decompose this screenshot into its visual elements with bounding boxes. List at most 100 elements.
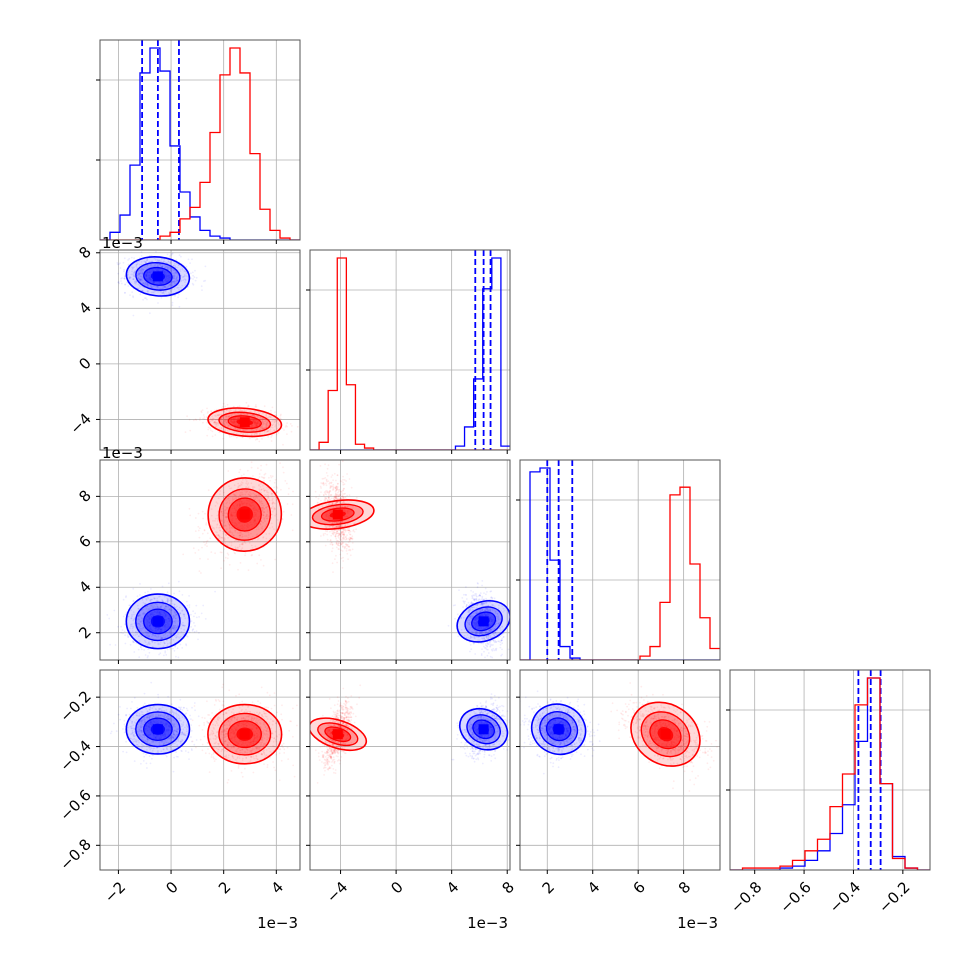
blue-sample-point	[122, 615, 125, 618]
blue-sample-point	[133, 280, 136, 283]
blue-sample-point	[147, 609, 150, 612]
red-sample-point	[213, 414, 216, 417]
red-sample-point	[330, 497, 333, 500]
red-sample-point	[215, 423, 218, 426]
blue-sample-point	[124, 292, 126, 294]
red-sample-point	[279, 462, 281, 464]
blue-sample-point	[158, 260, 161, 262]
blue-sample-point	[160, 291, 163, 293]
panel-2-0	[100, 453, 300, 660]
blue-sample-point	[175, 277, 178, 279]
blue-sample-point	[133, 641, 135, 644]
blue-sample-point	[128, 604, 131, 607]
blue-sample-point	[141, 279, 144, 282]
blue-sample-point	[160, 258, 163, 260]
blue-sample-point	[117, 272, 120, 275]
red-sample-point	[201, 546, 203, 549]
red-sample-point	[261, 420, 264, 422]
red-sample-point	[220, 413, 223, 416]
blue-sample-point	[173, 592, 176, 595]
red-sample-point	[255, 433, 258, 435]
red-sample-point	[235, 428, 238, 431]
blue-sample-point	[150, 284, 152, 287]
red-sample-point	[214, 422, 217, 425]
blue-sample-point	[176, 279, 179, 282]
red-sample-point	[238, 413, 241, 416]
red-sample-point	[240, 432, 243, 434]
blue-sample-point	[169, 642, 171, 644]
blue-sample-point	[478, 594, 481, 597]
blue-sample-point	[170, 270, 173, 272]
red-sample-point	[230, 409, 232, 412]
red-sample-point	[197, 512, 200, 515]
red-sample-point	[224, 420, 227, 422]
blue-sample-point	[143, 282, 145, 285]
blue-sample-point	[174, 617, 177, 620]
blue-sample-point	[167, 261, 170, 263]
red-sample-point	[225, 421, 228, 424]
blue-sample-point	[151, 285, 154, 287]
blue-sample-point	[164, 261, 167, 264]
blue-sample-point	[447, 624, 450, 627]
red-sample-point	[265, 415, 267, 417]
blue-sample-point	[159, 290, 162, 293]
red-sample-point	[255, 428, 257, 431]
red-sample-point	[201, 532, 204, 535]
blue-sample-point	[157, 302, 159, 304]
blue-sample-point	[193, 622, 195, 624]
red-sample-point	[195, 419, 198, 421]
blue-sample-point	[124, 283, 127, 286]
blue-sample-point	[127, 259, 129, 261]
blue-sample-point	[171, 599, 173, 602]
blue-sample-point	[491, 656, 494, 659]
blue-sample-point	[185, 643, 187, 646]
blue-sample-point	[165, 605, 167, 608]
red-sample-point	[210, 551, 213, 553]
blue-sample-point	[184, 279, 187, 282]
blue-sample-point	[139, 285, 141, 288]
blue-sample-point	[171, 626, 174, 629]
blue-sample-point	[144, 260, 147, 263]
blue-sample-point	[136, 622, 139, 625]
blue-sample-point	[475, 599, 478, 602]
red-sample-point	[239, 409, 242, 411]
blue-sample-point	[130, 609, 133, 612]
blue-sample-point	[147, 282, 149, 285]
red-sample-point	[277, 453, 279, 455]
blue-sample-point	[152, 606, 155, 609]
blue-sample-point	[150, 598, 153, 601]
red-sample-point	[275, 433, 278, 436]
blue-sample-point	[136, 595, 139, 598]
blue-sample-point	[142, 612, 145, 615]
red-sample-point	[207, 428, 210, 431]
red-sample-point	[251, 554, 254, 556]
red-sample-point	[274, 478, 277, 481]
blue-sample-point	[168, 266, 171, 269]
blue-sample-point	[181, 276, 184, 279]
blue-sample-point	[147, 648, 150, 650]
blue-sample-point	[142, 608, 145, 611]
blue-sample-point	[157, 259, 159, 262]
blue-sample-point	[116, 263, 119, 266]
blue-sample-point	[134, 634, 137, 636]
blue-sample-point	[140, 269, 143, 271]
blue-sample-point	[481, 597, 484, 599]
blue-sample-point	[146, 259, 149, 262]
blue-sample-point	[175, 282, 178, 285]
blue-sample-point	[124, 642, 127, 645]
blue-sample-point	[154, 264, 157, 266]
red-sample-point	[262, 564, 265, 567]
red-sample-point	[261, 427, 264, 430]
red-sample-point	[188, 507, 191, 510]
red-sample-point	[233, 405, 235, 408]
blue-sample-point	[171, 282, 173, 285]
blue-sample-point	[484, 587, 487, 590]
blue-sample-point	[188, 606, 191, 608]
blue-sample-point	[141, 276, 144, 279]
red-sample-point	[252, 475, 254, 477]
red-sample-point	[214, 552, 217, 555]
blue-sample-point	[132, 640, 135, 642]
blue-sample-point	[175, 655, 177, 658]
blue-sample-point	[127, 269, 130, 272]
red-sample-point	[274, 411, 276, 414]
